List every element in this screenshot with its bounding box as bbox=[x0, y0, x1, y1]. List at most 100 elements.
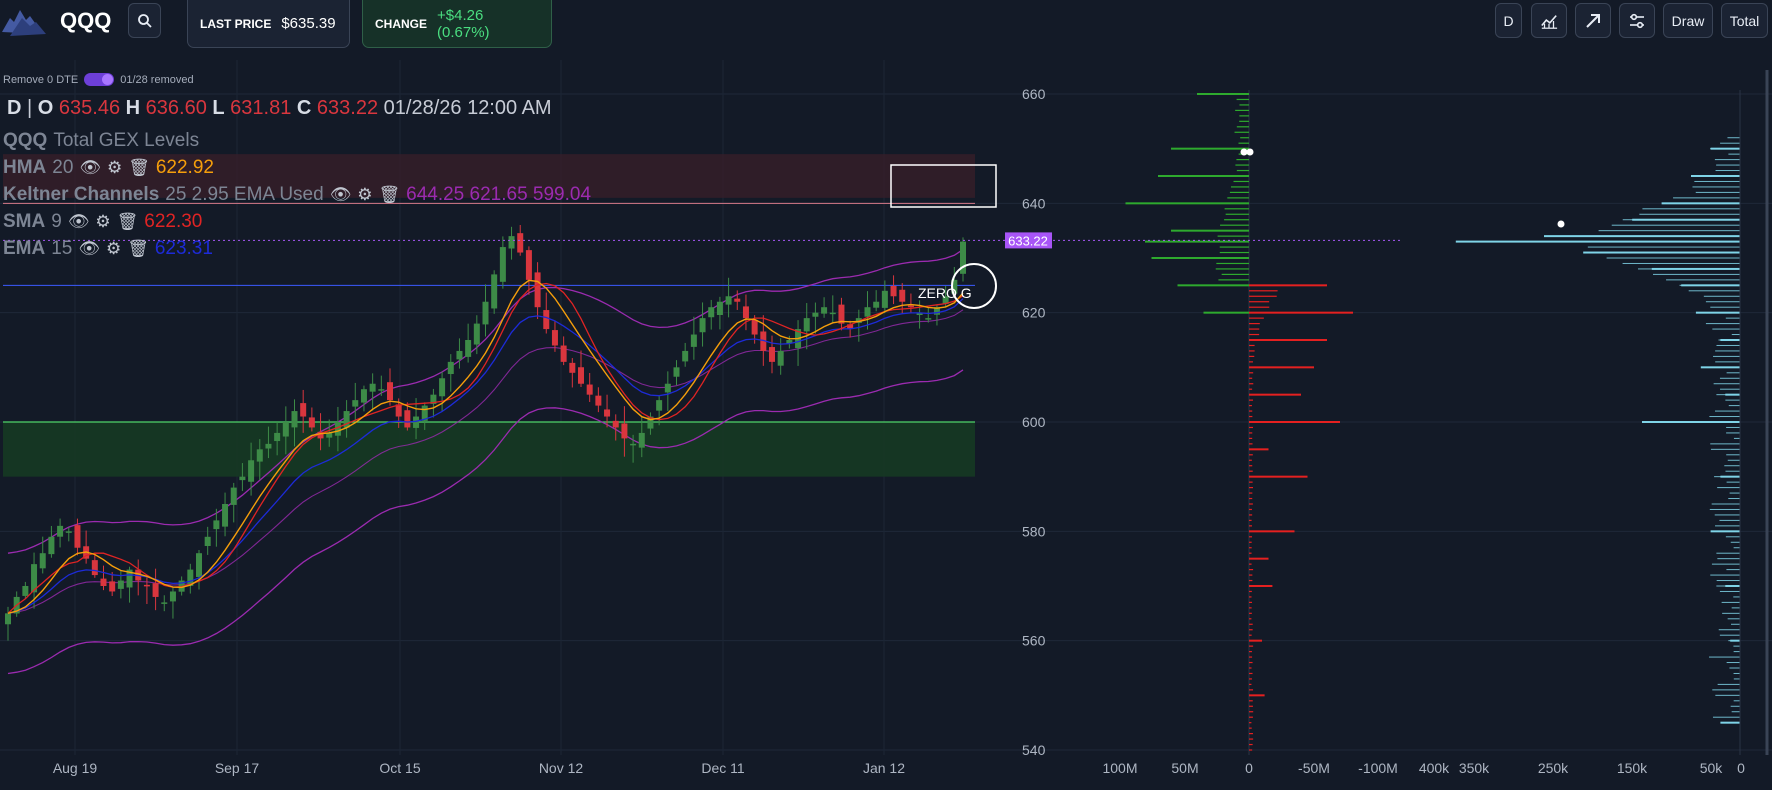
candle-body bbox=[230, 487, 237, 505]
volume-bar-minor bbox=[1715, 525, 1740, 527]
candle-body bbox=[491, 274, 498, 309]
candle-body bbox=[360, 389, 367, 403]
gex-bar-minor bbox=[1235, 164, 1249, 166]
volume-bar-minor bbox=[1719, 377, 1740, 379]
candle-body bbox=[196, 553, 202, 577]
volume-bar-minor bbox=[1639, 213, 1740, 215]
gex-bar-minor bbox=[1249, 399, 1254, 401]
change-value: +$4.26 (0.67%) bbox=[437, 6, 490, 41]
gex-bar-minor bbox=[1249, 585, 1253, 587]
remove-0dte-toggle[interactable] bbox=[84, 73, 115, 86]
gear-icon[interactable]: ⚙ bbox=[105, 239, 122, 258]
gex-bar-minor bbox=[1249, 607, 1252, 609]
gex-x-tick-label: -50M bbox=[1298, 760, 1330, 776]
indicator-value: 622.92 bbox=[155, 157, 214, 178]
keltner-upper-line bbox=[7, 249, 964, 554]
eye-icon[interactable]: 👁 bbox=[78, 239, 100, 258]
candle-body bbox=[656, 400, 663, 411]
gex-bar-minor bbox=[1249, 694, 1253, 696]
volume-bar-minor bbox=[1705, 301, 1740, 303]
gex-bar-minor bbox=[1249, 448, 1252, 450]
gex-bar-minor bbox=[1249, 743, 1253, 746]
candle-body bbox=[126, 569, 133, 588]
gex-bar bbox=[1249, 694, 1265, 697]
gex-bar-minor bbox=[1249, 727, 1252, 729]
trash-icon[interactable]: 🗑 bbox=[378, 185, 401, 204]
last-price-value: $635.39 bbox=[281, 15, 336, 32]
volume-bar-minor bbox=[1729, 492, 1740, 494]
volume-bar-minor bbox=[1653, 273, 1740, 275]
interval-button[interactable]: D bbox=[1495, 3, 1522, 38]
gex-bar-minor bbox=[1249, 323, 1260, 325]
ohlc-high: 636.60 bbox=[145, 97, 207, 119]
gex-bar-minor bbox=[1249, 678, 1252, 680]
candle-body bbox=[48, 536, 55, 555]
indicator-params: 9 bbox=[51, 211, 62, 232]
total-button[interactable]: Total bbox=[1721, 3, 1768, 38]
volume-bar-minor bbox=[1591, 241, 1740, 243]
volume-bar-minor bbox=[1733, 678, 1740, 680]
gex-bar-minor bbox=[1249, 377, 1253, 379]
zero-gamma-marker[interactable] bbox=[951, 263, 997, 309]
volume-bar-minor bbox=[1663, 202, 1740, 204]
gex-bar bbox=[1249, 393, 1301, 396]
volume-bar-minor bbox=[1713, 355, 1740, 357]
volume-bar-minor bbox=[1717, 487, 1740, 489]
gex-bar-minor bbox=[1249, 317, 1264, 319]
gear-icon[interactable]: ⚙ bbox=[95, 212, 111, 231]
volume-bar-minor bbox=[1714, 476, 1740, 478]
last-price-box: LAST PRICE $635.39 bbox=[187, 0, 350, 48]
volume-bar-minor bbox=[1709, 656, 1740, 658]
gex-bar-minor bbox=[1249, 454, 1253, 456]
trash-icon[interactable]: 🗑 bbox=[116, 212, 139, 231]
gex-bar-minor bbox=[1249, 339, 1257, 341]
gear-icon[interactable]: ⚙ bbox=[357, 185, 373, 204]
gex-bar-minor bbox=[1249, 579, 1253, 582]
remove-0dte-row: Remove 0 DTE 01/28 removed bbox=[3, 73, 194, 86]
trash-icon[interactable]: 🗑 bbox=[128, 158, 150, 177]
search-button[interactable] bbox=[128, 3, 161, 38]
volume-bar-minor bbox=[1726, 454, 1740, 456]
candle-body bbox=[638, 432, 645, 448]
candle-body bbox=[560, 345, 567, 362]
eye-icon[interactable]: 👁 bbox=[67, 212, 90, 231]
indicators-button[interactable] bbox=[1531, 3, 1567, 38]
candle-body bbox=[143, 584, 150, 587]
candle-body bbox=[334, 422, 341, 436]
volume-bar-minor bbox=[1717, 683, 1740, 685]
gex-bar-minor bbox=[1249, 700, 1253, 702]
sliders-icon bbox=[1630, 13, 1644, 28]
x-tick-label: Oct 15 bbox=[379, 760, 420, 776]
volume-bar-minor bbox=[1711, 563, 1740, 565]
candle-body bbox=[352, 400, 359, 407]
arrow-up-right-icon bbox=[1586, 13, 1600, 28]
gex-bar-minor bbox=[1236, 126, 1249, 128]
settings-button[interactable] bbox=[1619, 3, 1655, 38]
trend-line-button[interactable] bbox=[1575, 3, 1611, 38]
eye-icon[interactable]: 👁 bbox=[329, 185, 352, 204]
removed-text: 01/28 removed bbox=[120, 73, 194, 86]
candle-body bbox=[204, 536, 211, 546]
gear-icon[interactable]: ⚙ bbox=[107, 158, 123, 177]
volume-bar-minor bbox=[1697, 175, 1740, 177]
y-tick-label: 580 bbox=[1022, 523, 1046, 539]
indicator-legend-hma: HMA 20 👁 ⚙ 🗑 622.92 bbox=[3, 157, 214, 179]
volume-bar-minor bbox=[1730, 705, 1740, 707]
gex-bar-minor bbox=[1232, 175, 1249, 177]
eye-icon[interactable]: 👁 bbox=[79, 158, 102, 177]
volume-bar-minor bbox=[1726, 662, 1740, 664]
selection-box[interactable] bbox=[890, 164, 997, 208]
gex-bar-minor bbox=[1249, 328, 1260, 330]
gex-bar-minor bbox=[1249, 481, 1253, 483]
trash-icon[interactable]: 🗑 bbox=[127, 239, 149, 258]
volume-bar-minor bbox=[1728, 640, 1740, 642]
indicator-legend-gex: QQQ Total GEX Levels bbox=[3, 130, 199, 152]
candle-body bbox=[847, 324, 854, 330]
draw-button[interactable]: Draw bbox=[1663, 3, 1713, 38]
candle-body bbox=[65, 531, 72, 533]
gex-bar-minor bbox=[1249, 563, 1252, 565]
gex-bar bbox=[1177, 284, 1249, 287]
gex-bar-minor bbox=[1249, 410, 1253, 412]
candle-body bbox=[256, 449, 263, 462]
